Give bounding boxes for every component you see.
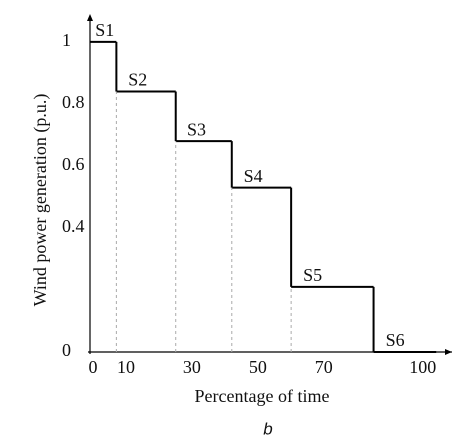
caption: b (263, 419, 272, 438)
y-tick-label: 0.6 (62, 154, 85, 174)
y-tick-label: 0.8 (62, 92, 85, 112)
y-tick-label: 0.4 (62, 216, 85, 236)
segment-label: S3 (187, 119, 206, 139)
x-axis-label: Percentage of time (195, 386, 330, 406)
y-axis-arrow (87, 14, 93, 21)
segment-label: S5 (303, 265, 322, 285)
x-tick-label: 30 (183, 357, 201, 377)
segment-label: S4 (244, 166, 263, 186)
y-axis-label: Wind power generation (p.u.) (30, 94, 51, 307)
x-axis-arrow (445, 349, 452, 355)
segment-label: S1 (95, 20, 114, 40)
x-tick-label: 70 (315, 357, 333, 377)
x-tick-label: 10 (117, 357, 135, 377)
y-tick-label: 1 (62, 30, 71, 50)
x-tick-label: 50 (249, 357, 267, 377)
segment-label: S2 (128, 70, 147, 90)
segment-label: S6 (386, 330, 405, 350)
x-tick-label: 0 (89, 357, 98, 377)
x-tick-label: 100 (409, 357, 436, 377)
y-tick-label: 0 (62, 340, 71, 360)
